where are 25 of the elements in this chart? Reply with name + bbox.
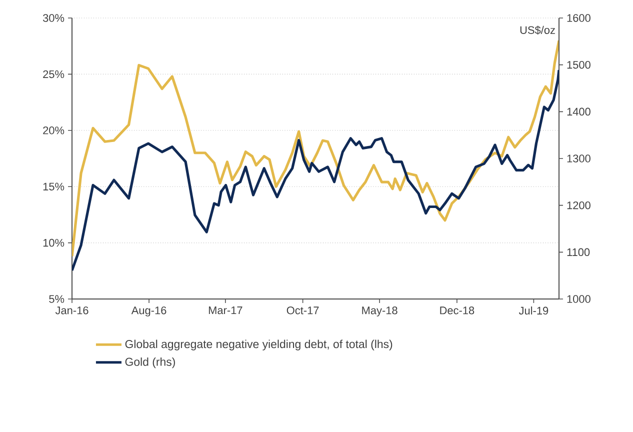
x-tick-label: Aug-16 [131, 306, 166, 316]
line-series [72, 68, 560, 272]
y2-tick-label: 1600 [567, 14, 590, 22]
x-tick-label: Dec-18 [440, 306, 474, 314]
y-tick-label: 5% [49, 295, 64, 303]
y-tick-label: 15% [43, 182, 64, 190]
y2-tick-label: 1100 [567, 248, 590, 256]
y2-tick-label: 1500 [567, 60, 590, 69]
y-tick-label: 20% [43, 126, 64, 134]
x-tick-label: May-18 [362, 306, 398, 316]
y2-tick-label: 1200 [567, 201, 590, 210]
line-series [72, 39, 560, 258]
y-tick-label: 25% [43, 70, 64, 78]
legend-label: Global aggregate negative yielding debt, of total (lhs) [125, 340, 392, 350]
legend-label: Gold (rhs) [125, 357, 175, 368]
x-tick-label: Jan-16 [55, 306, 88, 314]
y-tick-label: 30% [42, 14, 64, 22]
x-tick-label: Jul-19 [518, 306, 548, 315]
x-tick-label: Mar-17 [208, 306, 242, 314]
x-tick-label: Oct-17 [286, 306, 319, 314]
y2-tick-label: 1300 [567, 154, 590, 162]
y2-axis-title: US$/oz [520, 26, 555, 35]
y-tick-label: 10% [43, 238, 64, 247]
y2-tick-label: 1400 [567, 108, 590, 116]
y2-tick-label: 1000 [567, 295, 590, 303]
